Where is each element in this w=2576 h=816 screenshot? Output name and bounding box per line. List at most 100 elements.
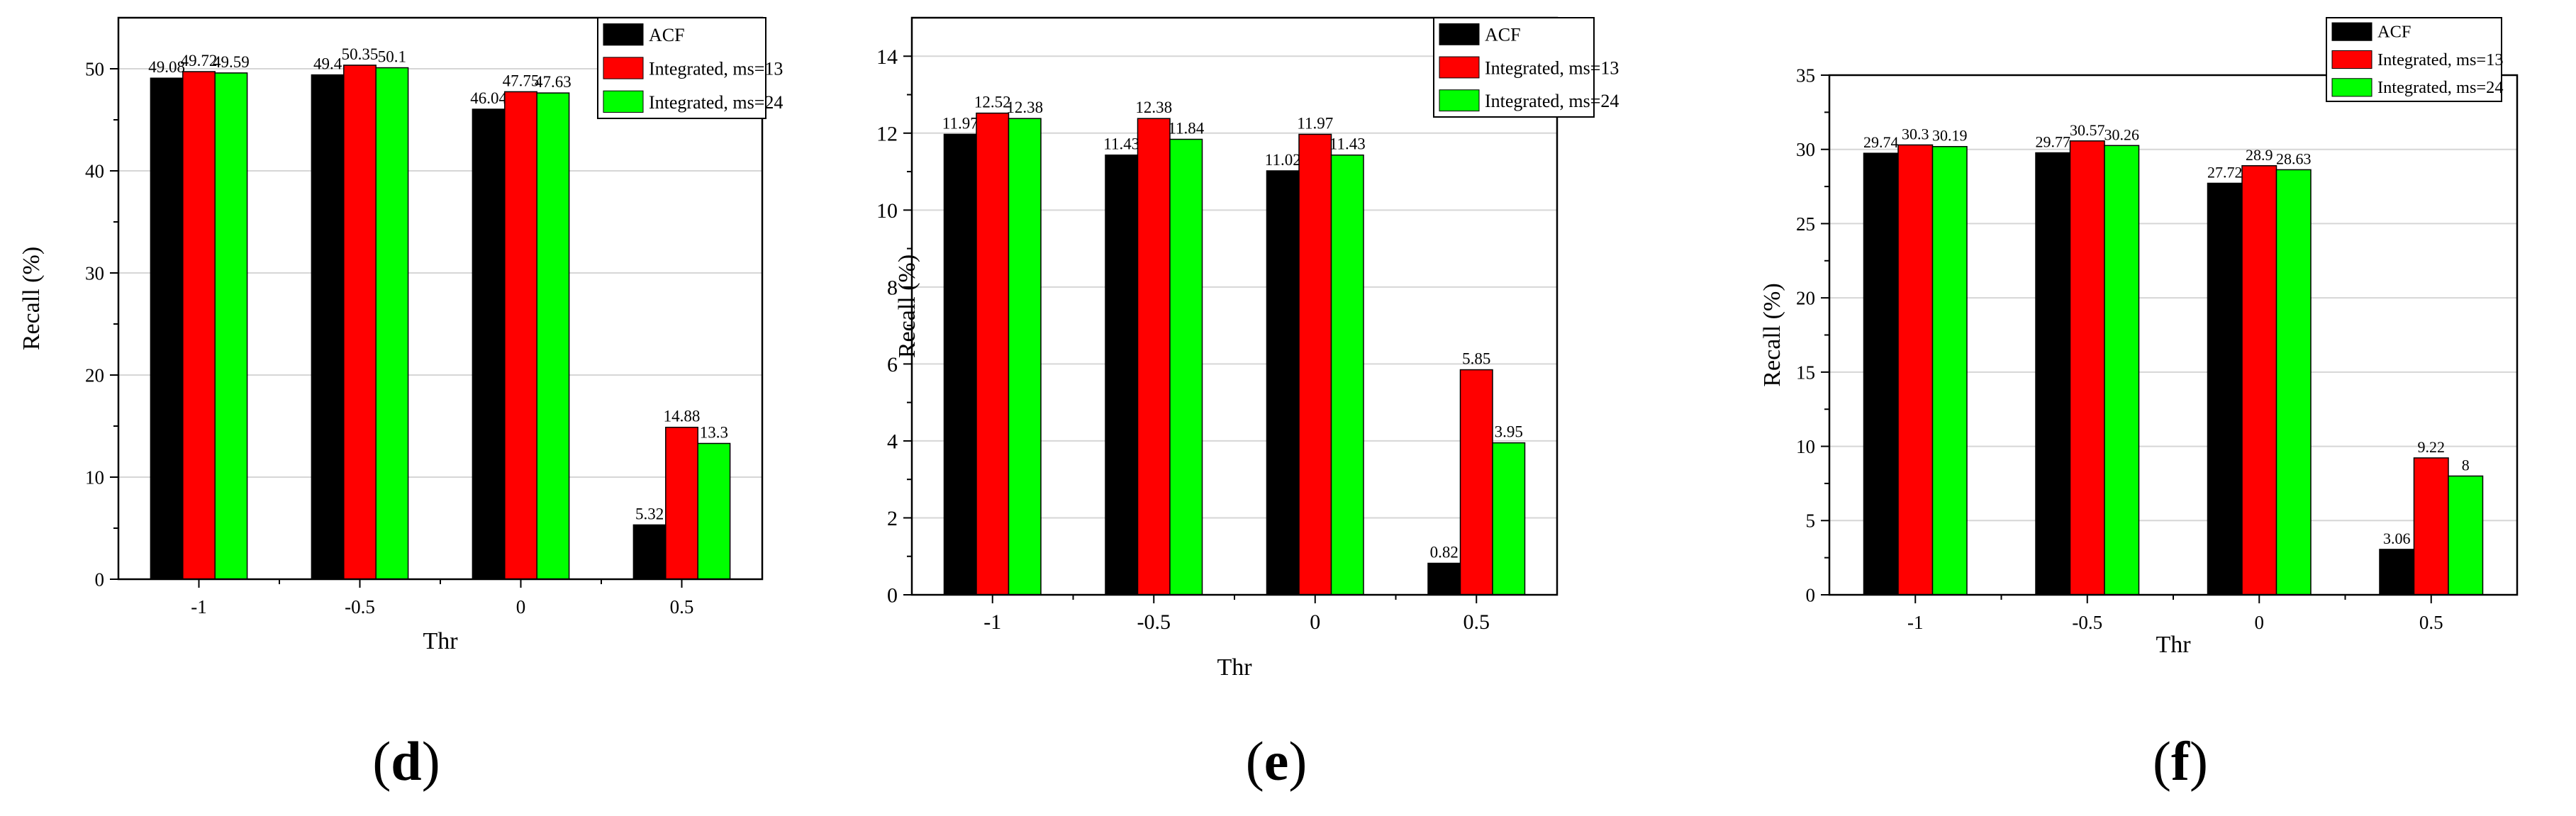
x-axis-label: Thr [423,628,458,654]
chart-1: 11.9712.5212.38-111.4312.3811.84-0.511.0… [876,16,1619,792]
bar [2275,169,2312,596]
y-tick-label: 6 [887,353,898,376]
bar [2207,182,2243,596]
panel-label: (e) [1246,730,1307,792]
data-label: 28.9 [2246,146,2273,164]
bar [976,112,1010,596]
x-tick-label: 0.5 [2419,612,2443,633]
data-label: 11.43 [1103,135,1139,153]
data-label: 49.08 [148,58,185,76]
data-label: 11.84 [1168,119,1204,137]
data-label: 3.06 [2383,530,2411,547]
x-tick-label: -0.5 [2072,612,2102,633]
data-label: 50.1 [378,48,406,66]
bar [665,426,698,580]
bar [2413,457,2449,596]
x-tick-label: 0 [2255,612,2265,633]
bar [150,77,184,580]
bar [1492,442,1526,596]
x-tick-label: -0.5 [345,596,375,617]
x-tick-label: 0.5 [1463,610,1490,634]
data-label: 30.19 [1932,127,1968,145]
bar [2104,145,2140,596]
data-label: 0.82 [1430,544,1459,561]
y-tick-label: 10 [85,466,104,488]
data-label: 30.57 [2070,121,2105,139]
y-tick-label: 8 [887,276,898,299]
y-tick-label: 30 [85,262,104,284]
y-tick-label: 12 [876,122,898,145]
legend-entry: ACF [2377,23,2411,42]
legend-entry: Integrated, ms=13 [2377,50,2504,69]
panel-label: (f) [2153,730,2208,792]
bar [375,67,409,580]
x-tick-label: -1 [191,596,207,617]
data-label: 5.32 [635,505,664,522]
data-label: 12.38 [1135,99,1172,116]
y-tick-label: 2 [887,507,898,530]
data-label: 5.85 [1462,350,1490,368]
legend-entry: Integrated, ms=13 [649,58,783,79]
data-label: 49.72 [181,52,218,69]
data-label: 27.72 [2207,163,2243,181]
legend-swatch [2331,50,2373,69]
y-tick-label: 35 [1796,65,1815,86]
legend: ACF Integrated, ms=13 Integrated, ms=24 [597,17,783,119]
data-label: 11.97 [942,114,978,132]
data-label: 14.88 [664,408,701,425]
y-tick-label: 30 [1796,139,1815,160]
data-label: 13.3 [700,423,728,441]
y-tick-label: 50 [85,58,104,79]
y-tick-label: 0 [1806,584,1816,605]
data-label: 12.52 [974,94,1011,111]
data-label: 47.75 [503,72,540,89]
y-tick-label: 4 [887,430,898,453]
bar [1427,562,1461,596]
y-tick-label: 15 [1796,362,1815,383]
bar [1897,144,1934,596]
bar [1931,145,1968,596]
legend: ACF Integrated, ms=13 Integrated, ms=24 [2326,17,2504,102]
bar [697,442,731,580]
data-label: 49.4 [313,55,342,73]
data-label: 11.97 [1297,114,1333,132]
legend-swatch [603,57,644,79]
bar [2241,165,2277,596]
data-label: 29.77 [2036,133,2071,151]
data-label: 11.02 [1265,151,1301,169]
x-tick-label: -0.5 [1137,610,1171,634]
bar [472,108,506,580]
data-label: 49.59 [213,53,250,71]
bar [2448,475,2484,596]
y-tick-label: 0 [887,584,898,608]
legend-swatch [2331,78,2373,97]
legend-swatch [1439,23,1480,45]
bar [632,524,667,580]
x-axis-label: Thr [1217,654,1252,681]
bar [182,71,216,580]
bar [343,65,377,580]
x-tick-label: 0.5 [670,596,694,617]
y-axis-label: Recall (%) [894,255,920,358]
data-label: 12.38 [1006,99,1043,116]
y-tick-label: 14 [876,45,898,69]
legend-swatch [1439,89,1480,112]
legend-entry: Integrated, ms=24 [1485,91,1619,111]
bar [1137,118,1171,596]
legend-swatch [2331,22,2373,41]
bar [2069,140,2105,596]
legend: ACF Integrated, ms=13 Integrated, ms=24 [1433,17,1619,118]
legend-entry: Integrated, ms=24 [649,92,783,113]
data-label: 46.04 [470,89,507,107]
data-label: 50.35 [342,45,379,63]
legend-entry: Integrated, ms=24 [2377,78,2504,97]
bar [504,91,537,580]
bar [214,72,248,580]
panel-label: (d) [372,730,440,792]
legend-swatch [603,90,644,113]
plot-frame [117,16,764,581]
y-tick-label: 10 [876,199,898,223]
legend-swatch [1439,56,1480,79]
